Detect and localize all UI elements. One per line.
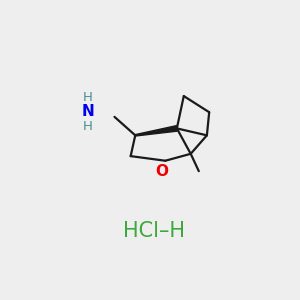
Text: HCl–H: HCl–H bbox=[123, 221, 185, 241]
Text: N: N bbox=[82, 104, 94, 119]
Text: H: H bbox=[83, 91, 93, 104]
Text: O: O bbox=[155, 164, 168, 178]
Polygon shape bbox=[135, 126, 177, 136]
Text: H: H bbox=[83, 120, 93, 133]
